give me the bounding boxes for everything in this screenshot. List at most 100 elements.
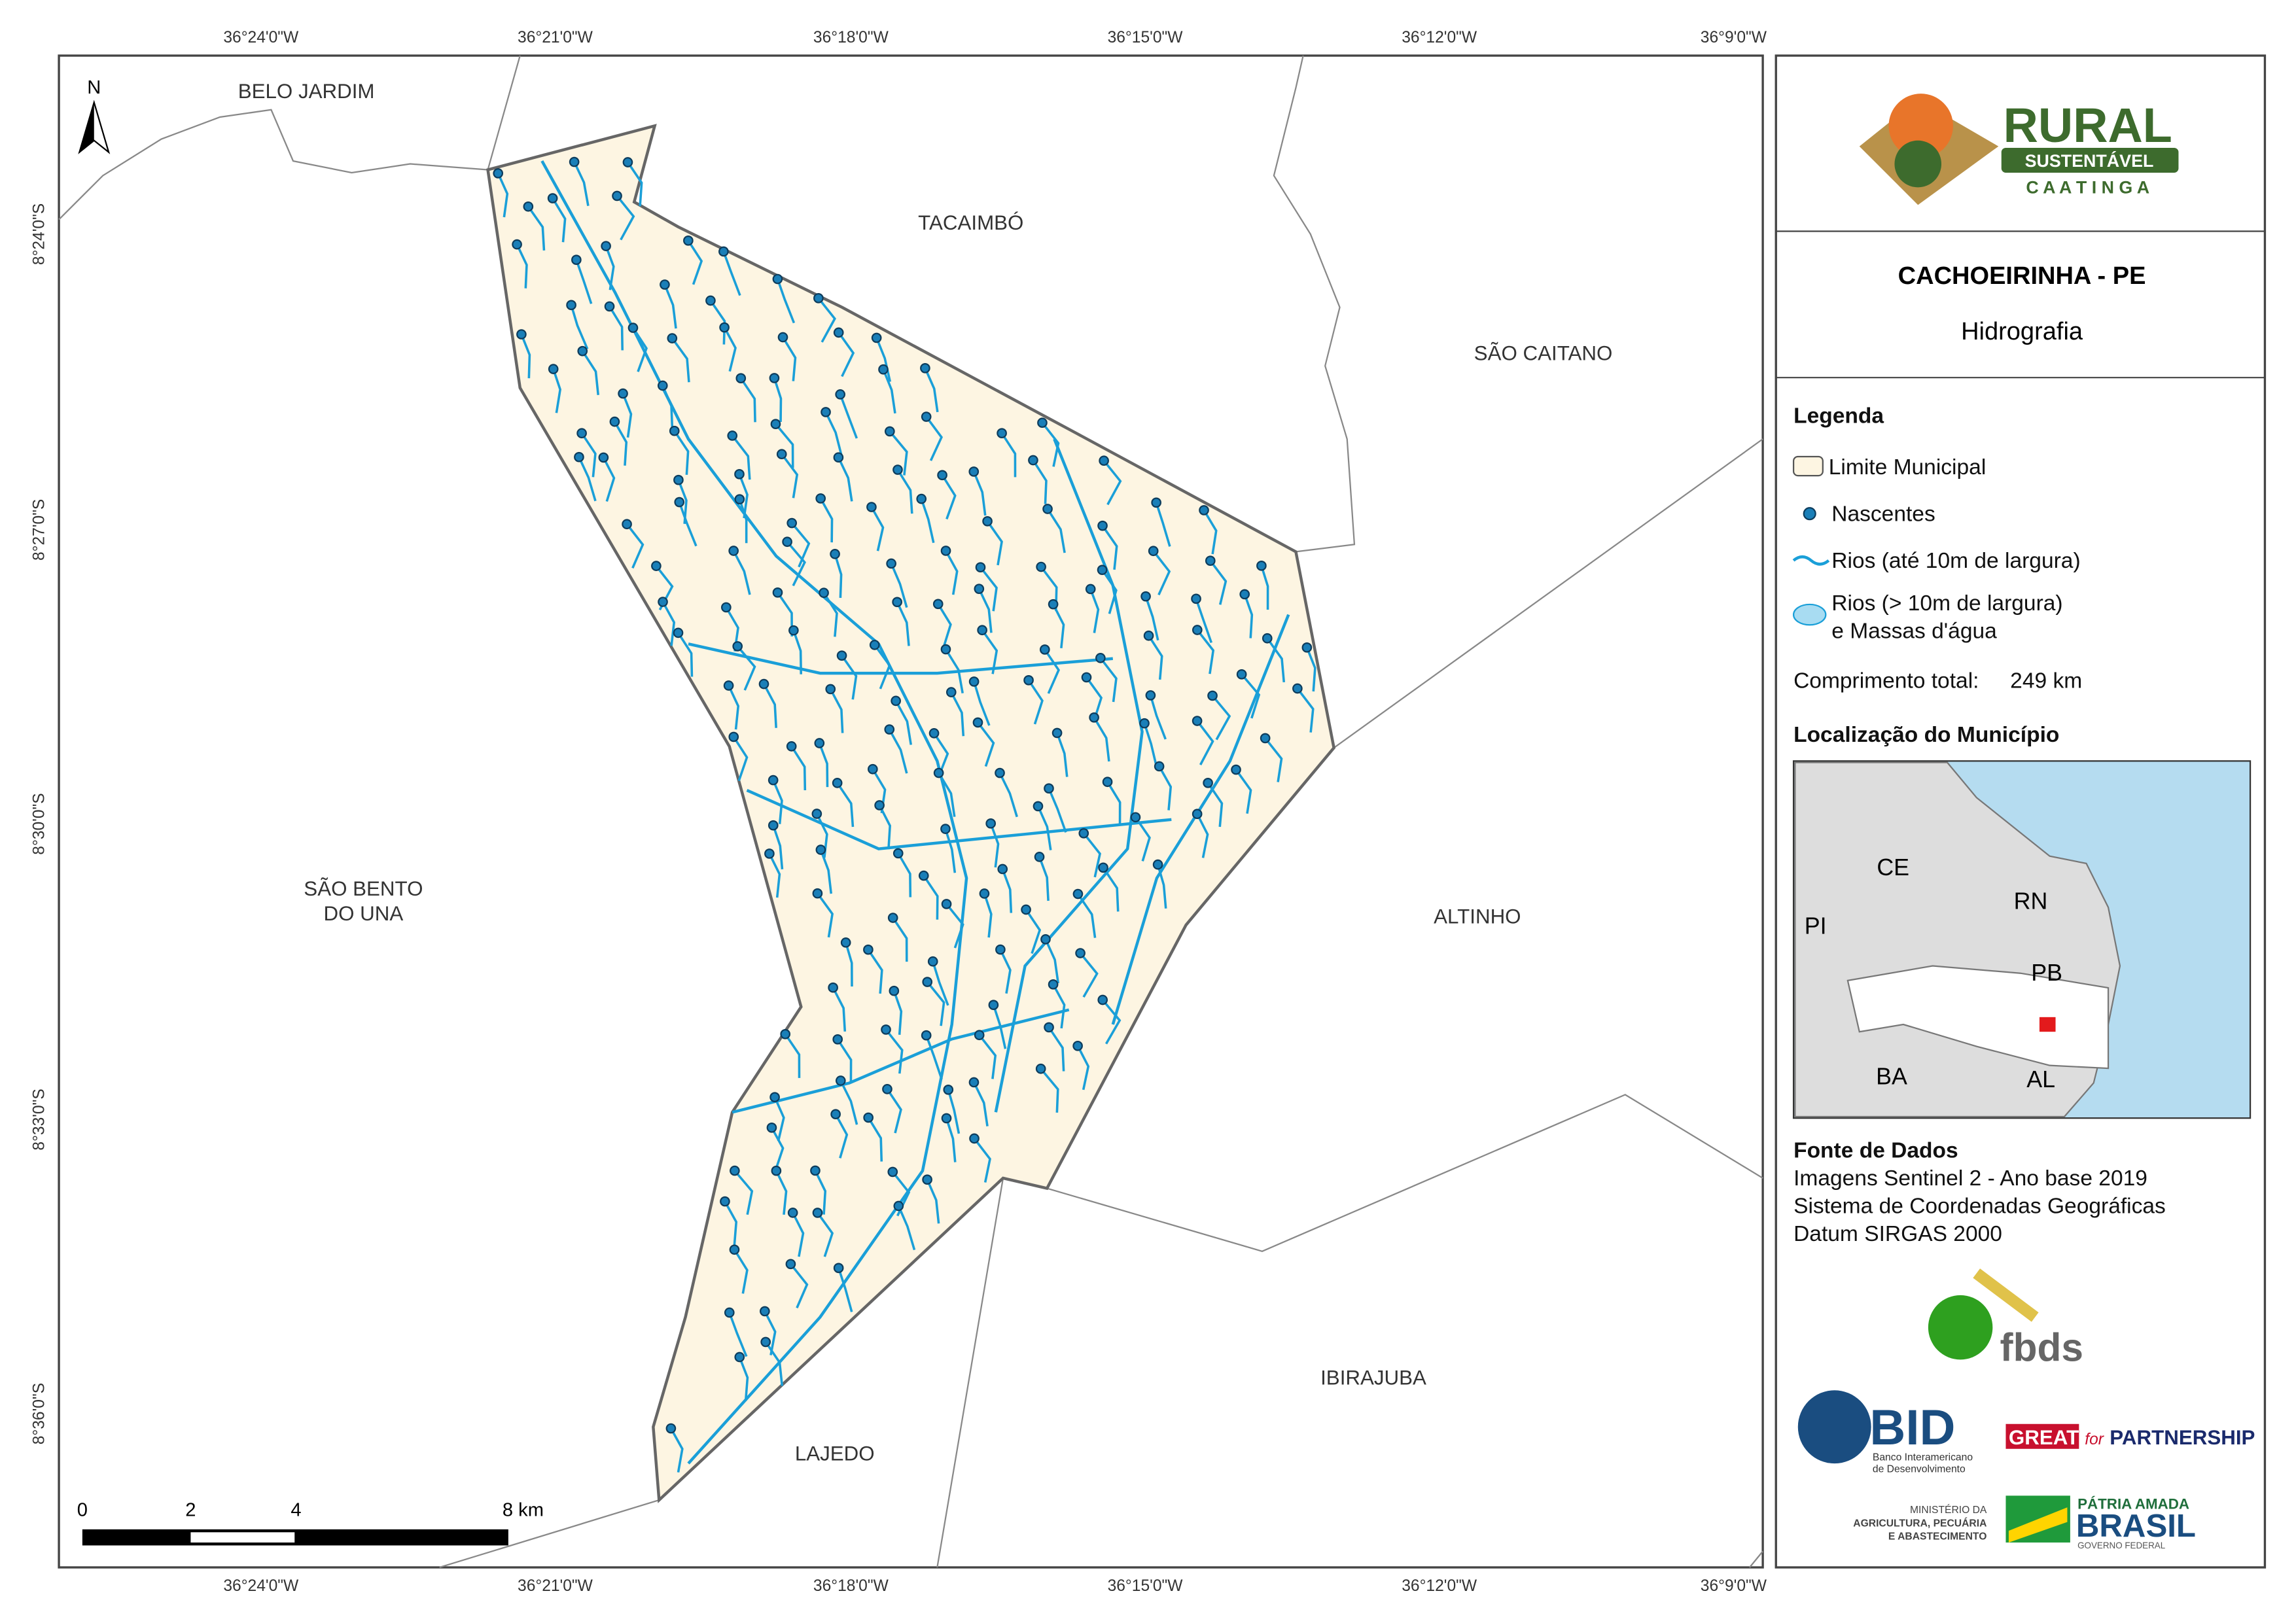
spring	[769, 1092, 780, 1103]
place-name: SÃO BENTO	[304, 877, 423, 900]
spring	[974, 584, 985, 594]
stream	[602, 457, 616, 502]
spring	[977, 625, 987, 636]
stream	[1203, 510, 1218, 555]
stream	[732, 736, 749, 782]
spring	[1239, 589, 1250, 600]
spring	[734, 494, 745, 504]
stream	[945, 903, 964, 949]
stream	[1076, 893, 1097, 938]
spring	[887, 1166, 898, 1178]
sources-line: Datum SIRGAS 2000	[1793, 1222, 2002, 1246]
spring	[871, 332, 882, 343]
stream	[1046, 508, 1066, 553]
stream	[1144, 596, 1159, 641]
stream	[728, 1312, 748, 1357]
stream	[738, 1356, 749, 1401]
spring	[622, 519, 632, 530]
boundary	[1749, 1550, 1763, 1568]
sources-line: Sistema de Coordenadas Geográficas	[1793, 1195, 2166, 1219]
spring	[821, 407, 831, 417]
stream	[938, 772, 956, 817]
spring	[1102, 777, 1113, 788]
spring	[1048, 979, 1059, 990]
river	[688, 642, 1113, 675]
legend-item: Rios (até 10m de largura)	[1831, 549, 2080, 573]
spring	[1097, 520, 1108, 531]
spring	[889, 985, 900, 996]
spring	[728, 546, 739, 556]
stream	[1055, 732, 1069, 777]
stream	[923, 875, 939, 920]
logo-region: C A A T I N G A	[2026, 177, 2149, 197]
stream	[1235, 769, 1252, 814]
spring	[667, 333, 678, 343]
lon-label: 36°21'0"W	[518, 29, 593, 46]
stream	[784, 1033, 801, 1078]
spring	[1231, 764, 1241, 775]
boundary	[1273, 55, 1356, 553]
spring	[892, 848, 904, 859]
sources-title: Fonte de Dados	[1793, 1139, 1958, 1163]
spring	[1256, 560, 1267, 571]
spring	[921, 411, 932, 422]
spring	[881, 1024, 891, 1035]
spring	[995, 944, 1006, 955]
stream	[1260, 565, 1269, 610]
spring	[836, 650, 847, 661]
spring	[719, 322, 730, 333]
stream	[836, 1038, 853, 1083]
spring	[968, 466, 980, 477]
stream	[1305, 647, 1316, 692]
stream	[888, 729, 908, 774]
spring	[547, 193, 558, 203]
stream	[1052, 983, 1066, 1029]
stream	[733, 1170, 754, 1215]
spring	[787, 1208, 798, 1218]
spring	[982, 515, 993, 527]
stream	[1195, 598, 1213, 644]
spring	[1037, 417, 1048, 428]
stream	[892, 990, 903, 1035]
logo-shape	[1928, 1295, 1993, 1360]
stream	[980, 567, 998, 612]
stream	[886, 1088, 902, 1134]
stream	[832, 986, 847, 1032]
map-title: CACHOEIRINHA - PE	[1898, 262, 2146, 290]
spring	[1140, 591, 1151, 602]
spring	[920, 362, 930, 374]
great-logo: GREAT for PARTNERSHIP	[2005, 1423, 2255, 1449]
stream	[896, 601, 910, 646]
stream	[1041, 422, 1060, 467]
spring	[772, 587, 783, 598]
great-for: for	[2085, 1431, 2105, 1448]
lon-label: 36°15'0"W	[1108, 1577, 1184, 1595]
stream	[786, 541, 806, 587]
place-names: BELO JARDIM TACAIMBÓ SÃO CAITANO SÃO BEN…	[238, 80, 1613, 1465]
stream	[882, 369, 896, 414]
spring	[758, 678, 769, 689]
spring	[825, 684, 836, 695]
north-arrow: N	[78, 77, 111, 154]
spring	[735, 373, 747, 384]
stream	[613, 421, 628, 466]
river	[746, 789, 1172, 850]
stream	[1101, 999, 1122, 1045]
spring	[941, 1113, 952, 1124]
spring	[669, 425, 680, 436]
spring	[815, 493, 826, 504]
stream	[981, 629, 998, 674]
stream	[770, 1126, 785, 1172]
spring	[928, 728, 940, 739]
stream	[723, 326, 737, 372]
spring	[940, 546, 951, 556]
stream	[722, 251, 741, 296]
stream	[1101, 525, 1118, 570]
spring	[622, 157, 633, 167]
lon-label: 36°21'0"W	[518, 1577, 593, 1595]
spring	[627, 323, 639, 333]
spring	[840, 937, 851, 948]
stream	[1266, 637, 1286, 683]
logo-shape	[1973, 1268, 2039, 1322]
